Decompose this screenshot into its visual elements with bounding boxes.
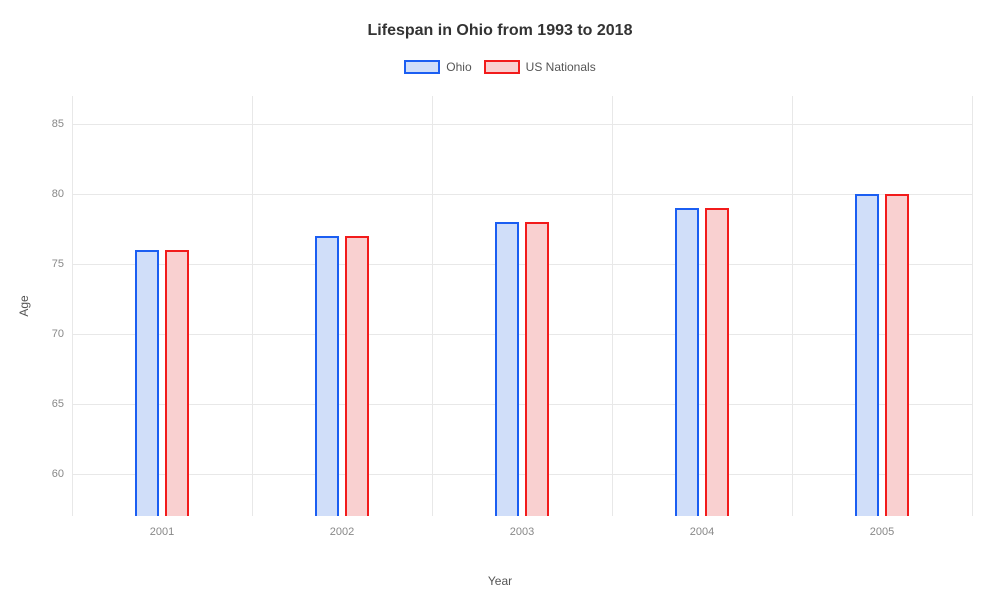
y-axis-label: Age <box>17 295 31 316</box>
x-gridline <box>972 96 973 516</box>
bar-ohio <box>135 250 159 516</box>
bar-ohio <box>495 222 519 516</box>
y-tick-label: 80 <box>40 188 64 200</box>
bar-us-nationals <box>345 236 369 516</box>
y-tick-label: 75 <box>40 258 64 270</box>
x-gridline <box>612 96 613 516</box>
bar-us-nationals <box>165 250 189 516</box>
x-gridline <box>72 96 73 516</box>
legend-swatch-us <box>484 60 520 74</box>
y-gridline <box>72 404 972 405</box>
bar-us-nationals <box>885 194 909 516</box>
x-gridline <box>252 96 253 516</box>
bar-ohio <box>315 236 339 516</box>
chart-container: Lifespan in Ohio from 1993 to 2018 Ohio … <box>0 0 1000 600</box>
y-gridline <box>72 264 972 265</box>
x-axis-label: Year <box>488 574 512 588</box>
bar-ohio <box>855 194 879 516</box>
bar-ohio <box>675 208 699 516</box>
x-tick-label: 2002 <box>330 526 354 538</box>
bar-us-nationals <box>705 208 729 516</box>
x-tick-label: 2003 <box>510 526 534 538</box>
x-tick-label: 2001 <box>150 526 174 538</box>
bar-us-nationals <box>525 222 549 516</box>
x-tick-label: 2005 <box>870 526 894 538</box>
legend-label-ohio: Ohio <box>446 60 471 74</box>
y-gridline <box>72 334 972 335</box>
legend-item-ohio: Ohio <box>404 60 471 74</box>
y-gridline <box>72 194 972 195</box>
legend-item-us: US Nationals <box>484 60 596 74</box>
plot-area: 60657075808520012002200320042005 <box>72 96 972 516</box>
x-gridline <box>432 96 433 516</box>
y-gridline <box>72 124 972 125</box>
y-gridline <box>72 474 972 475</box>
x-tick-label: 2004 <box>690 526 714 538</box>
legend: Ohio US Nationals <box>0 60 1000 74</box>
legend-label-us: US Nationals <box>526 60 596 74</box>
chart-title: Lifespan in Ohio from 1993 to 2018 <box>0 0 1000 40</box>
x-gridline <box>792 96 793 516</box>
legend-swatch-ohio <box>404 60 440 74</box>
y-tick-label: 85 <box>40 118 64 130</box>
y-tick-label: 65 <box>40 398 64 410</box>
y-tick-label: 60 <box>40 468 64 480</box>
y-tick-label: 70 <box>40 328 64 340</box>
